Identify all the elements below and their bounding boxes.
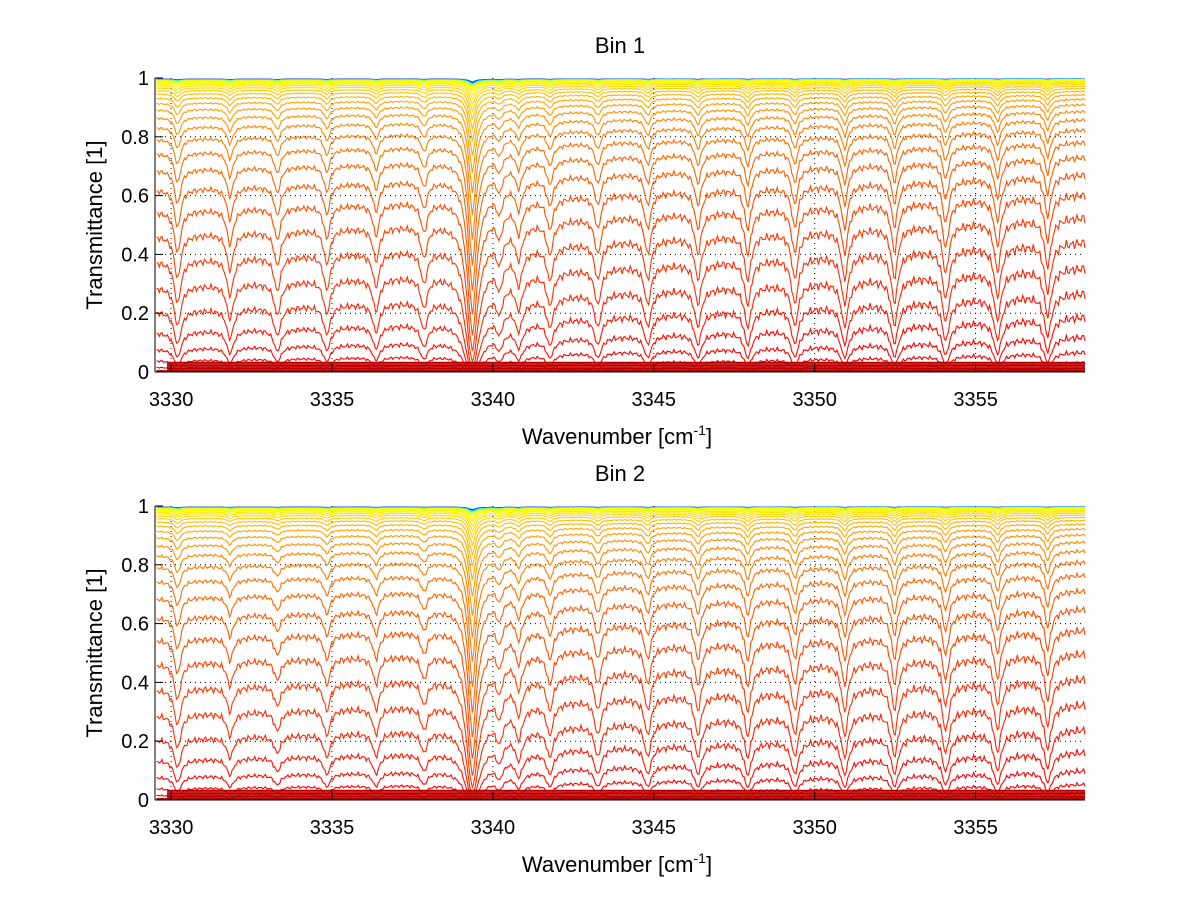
spectrum-line xyxy=(156,103,1086,193)
x-tick-label: 3335 xyxy=(310,817,355,839)
spectrum-line xyxy=(156,87,1086,131)
y-tick-label: 0.6 xyxy=(121,614,149,636)
spectrum-line xyxy=(156,558,1086,688)
y-tick-label: 0.4 xyxy=(121,244,149,266)
spectrum-line xyxy=(156,81,1086,100)
spectrum-line xyxy=(156,522,1086,581)
ticks xyxy=(154,77,1085,373)
spectrum-line xyxy=(156,586,1086,738)
spectrum-line xyxy=(156,171,1086,336)
x-tick-label: 3330 xyxy=(149,817,194,839)
x-tick-label: 3355 xyxy=(953,817,998,839)
spectrum-line xyxy=(156,85,1086,121)
spectrum-line xyxy=(156,548,1086,662)
x-tick-label: 3345 xyxy=(632,817,677,839)
x-axis-label-text: Wavenumber [cm xyxy=(522,424,694,449)
spectrum-line xyxy=(156,604,1086,759)
spectrum-line xyxy=(156,519,1086,567)
plot-title: Bin 2 xyxy=(595,461,645,486)
spectrum-line xyxy=(156,333,1086,372)
spectrum-line xyxy=(156,514,1086,547)
y-tick-labels: 0 0.2 0.4 0.6 0.8 1 xyxy=(121,496,149,812)
x-tick-label: 3345 xyxy=(632,389,677,411)
spectrum-line xyxy=(156,533,1086,616)
x-axis-label-end: ] xyxy=(706,852,712,877)
spectrum-line xyxy=(156,212,1086,364)
spectrum-line xyxy=(156,190,1086,352)
grid xyxy=(155,506,1085,800)
spectrum-line xyxy=(156,508,1086,523)
spectrum-line xyxy=(156,725,1086,800)
ticks xyxy=(154,505,1085,801)
x-tick-label: 3350 xyxy=(792,389,837,411)
x-axis-label-end: ] xyxy=(706,424,712,449)
spectrum-line xyxy=(156,539,1086,638)
spectrum-line xyxy=(156,83,1086,113)
spectrum-line xyxy=(156,82,1086,106)
spectrum-line xyxy=(156,109,1086,216)
y-tick-label: 0.6 xyxy=(121,186,149,208)
x-tick-labels: 3330 3335 3340 3345 3350 3355 xyxy=(149,817,998,839)
y-tick-label: 1 xyxy=(138,68,149,90)
x-tick-label: 3340 xyxy=(471,817,516,839)
spectra-curves xyxy=(156,78,1086,372)
y-tick-label: 0.8 xyxy=(121,127,149,149)
x-tick-label: 3330 xyxy=(149,389,194,411)
x-tick-label: 3340 xyxy=(471,389,516,411)
x-axis-label-sup: -1 xyxy=(694,422,707,438)
spectrum-line xyxy=(156,512,1086,539)
spectrum-line xyxy=(156,127,1086,266)
spectrum-line xyxy=(156,90,1086,142)
axes-frame xyxy=(155,506,1085,800)
y-tick-label: 0.4 xyxy=(121,672,149,694)
y-tick-label: 1 xyxy=(138,496,149,518)
spectrum-line xyxy=(156,649,1086,790)
x-axis-label-sup: -1 xyxy=(694,850,707,866)
spectrum-line xyxy=(156,139,1086,291)
y-axis-label: Transmittance [1] xyxy=(82,140,107,309)
y-tick-label: 0.8 xyxy=(121,555,149,577)
spectrum-line xyxy=(156,626,1086,776)
spectrum-line xyxy=(156,527,1086,597)
plot-title: Bin 1 xyxy=(595,33,645,58)
spectrum-line xyxy=(156,93,1086,156)
y-tick-label: 0 xyxy=(138,362,149,384)
x-tick-label: 3355 xyxy=(953,389,998,411)
spectrum-line xyxy=(156,766,1086,800)
x-tick-label: 3350 xyxy=(792,817,837,839)
spectrum-line xyxy=(156,507,1086,517)
spectrum-line xyxy=(156,509,1086,527)
x-axis-label-text: Wavenumber [cm xyxy=(522,852,694,877)
y-tick-label: 0 xyxy=(138,790,149,812)
spectrum-line xyxy=(156,508,1086,520)
spectrum-line xyxy=(156,571,1086,713)
spectrum-line xyxy=(156,97,1086,173)
spectrum-line xyxy=(156,154,1086,315)
spectrum-line xyxy=(156,79,1086,92)
subplot-bin-1: Bin 1 3330 3335 3340 3345 3350 3355 0 0.2 0.4 0.… xyxy=(82,33,1086,449)
y-tick-label: 0.2 xyxy=(121,731,149,753)
y-axis-label: Transmittance [1] xyxy=(82,568,107,737)
spectra-curves xyxy=(156,506,1086,800)
spectrum-line xyxy=(156,80,1086,96)
x-tick-labels: 3330 3335 3340 3345 3350 3355 xyxy=(149,389,998,411)
x-tick-label: 3335 xyxy=(310,389,355,411)
subplot-bin-2: Bin 2 3330 3335 3340 3345 3350 3355 0 0.2 0.4 0.… xyxy=(82,461,1086,877)
spectrum-line xyxy=(156,79,1086,90)
spectrum-line xyxy=(156,510,1086,532)
y-tick-labels: 0 0.2 0.4 0.6 0.8 1 xyxy=(121,68,149,384)
spectrum-line xyxy=(156,312,1086,372)
spectrum-line xyxy=(156,117,1086,240)
spectrum-line xyxy=(156,674,1086,796)
spectrum-line xyxy=(156,748,1086,800)
spectrum-line xyxy=(156,516,1086,557)
spectrum-line xyxy=(156,264,1086,372)
y-tick-label: 0.2 xyxy=(121,303,149,325)
spectrum-line xyxy=(156,288,1086,372)
spectrum-line xyxy=(156,700,1086,799)
x-axis-label: Wavenumber [cm-1] xyxy=(522,422,712,449)
x-axis-label: Wavenumber [cm-1] xyxy=(522,850,712,877)
spectrum-line xyxy=(156,239,1086,369)
